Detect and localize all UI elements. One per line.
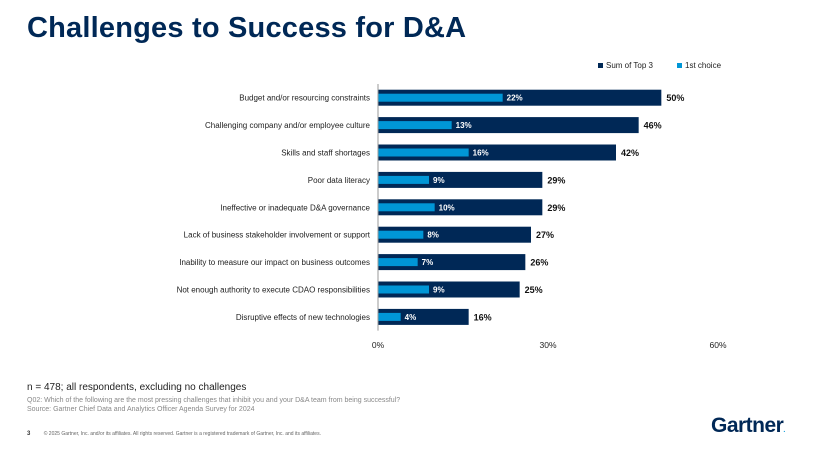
data-label-first-choice: 7% [422, 258, 434, 267]
category-label: Disruptive effects of new technologies [236, 313, 370, 322]
category-label: Challenging company and/or employee cult… [205, 121, 371, 130]
legend-label: Sum of Top 3 [606, 61, 653, 70]
data-label-sum-top3: 29% [547, 203, 565, 213]
data-label-first-choice: 4% [405, 313, 417, 322]
category-label: Poor data literacy [308, 176, 370, 185]
category-label: Ineffective or inadequate D&A governance [220, 203, 370, 212]
question-text: Q02: Which of the following are the most… [27, 397, 401, 404]
data-label-sum-top3: 26% [530, 258, 548, 268]
x-tick-label: 0% [372, 340, 385, 350]
bar-first-choice [378, 285, 429, 294]
bar-first-choice [378, 93, 503, 102]
data-label-first-choice: 22% [507, 94, 523, 103]
legend-swatch-light [677, 63, 682, 68]
footer: 3 © 2025 Gartner, Inc. and/or its affili… [27, 431, 321, 437]
x-tick-label: 60% [709, 340, 726, 350]
bar-first-choice [378, 148, 469, 157]
logo-text: Gartner [711, 414, 784, 437]
x-tick-label: 30% [539, 340, 556, 350]
legend-swatch-dark [598, 63, 603, 68]
data-label-sum-top3: 46% [644, 121, 662, 131]
data-label-first-choice: 8% [427, 231, 439, 240]
data-label-first-choice: 13% [456, 121, 472, 130]
legend-label: 1st choice [685, 61, 722, 70]
category-label: Budget and/or resourcing constraints [239, 94, 370, 103]
data-label-first-choice: 9% [433, 176, 445, 185]
question-source: Q02: Which of the following are the most… [27, 396, 400, 414]
bar-first-choice [378, 175, 429, 184]
bar-first-choice [378, 121, 452, 130]
data-label-sum-top3: 42% [621, 148, 639, 158]
sample-note: n = 478; all respondents, excluding no c… [27, 382, 247, 393]
category-label: Inability to measure our impact on busin… [179, 258, 370, 267]
data-label-sum-top3: 25% [525, 285, 543, 295]
data-label-sum-top3: 50% [666, 93, 684, 103]
copyright: © 2025 Gartner, Inc. and/or its affiliat… [43, 431, 321, 437]
bar-first-choice [378, 312, 401, 321]
data-label-sum-top3: 29% [547, 175, 565, 185]
category-label: Lack of business stakeholder involvement… [184, 231, 371, 240]
slide-title: Challenges to Success for D&A [27, 12, 467, 44]
source-text: Source: Gartner Chief Data and Analytics… [27, 406, 255, 413]
bar-first-choice [378, 230, 424, 239]
data-label-first-choice: 10% [439, 203, 455, 212]
legend-item-sum-top3: Sum of Top 3 [598, 61, 653, 70]
page-number: 3 [27, 431, 31, 437]
bar-first-choice [378, 258, 418, 267]
gartner-logo: Gartner. [711, 414, 786, 437]
category-label: Skills and staff shortages [281, 149, 370, 158]
category-label: Not enough authority to execute CDAO res… [177, 286, 370, 295]
legend-item-first-choice: 1st choice [677, 61, 721, 70]
data-label-first-choice: 9% [433, 286, 445, 295]
data-label-first-choice: 16% [473, 149, 489, 158]
data-label-sum-top3: 27% [536, 230, 554, 240]
bar-chart: Budget and/or resourcing constraints 50% 2… [177, 84, 727, 350]
bar-first-choice [378, 203, 435, 212]
data-label-sum-top3: 16% [474, 312, 492, 322]
